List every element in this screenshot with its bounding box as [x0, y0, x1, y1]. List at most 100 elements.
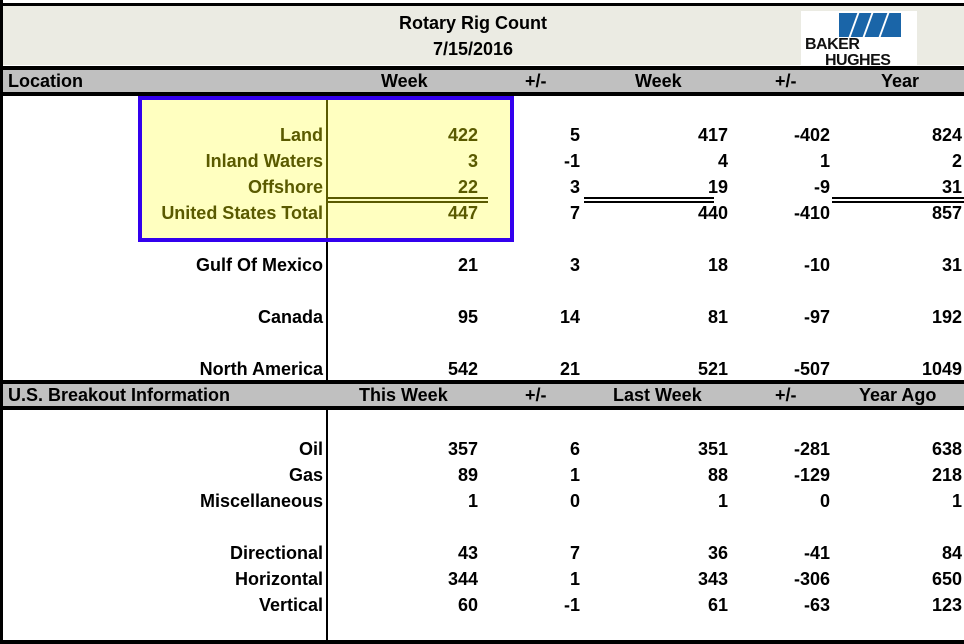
cell: 4: [717, 151, 728, 171]
cell: 638: [931, 439, 962, 459]
col-this-week: This Week: [359, 385, 448, 405]
row-label-land: Land: [280, 125, 323, 145]
title-band: Rotary Rig Count 7/15/2016 BAKER HUGHES: [0, 3, 964, 69]
row-label-us-total: United States Total: [161, 203, 323, 223]
cell: -129: [793, 465, 830, 485]
cell: 7: [569, 543, 580, 563]
cell: 0: [569, 491, 580, 511]
col-change-1: +/-: [525, 71, 547, 91]
total-underline: [328, 197, 488, 203]
cell: 6: [569, 439, 580, 459]
cell: 422: [447, 125, 478, 145]
cell: 192: [931, 307, 962, 327]
cell: 36: [707, 543, 728, 563]
cell: 1: [467, 491, 478, 511]
total-underline: [832, 197, 964, 203]
cell: -41: [803, 543, 830, 563]
cell: 60: [457, 595, 478, 615]
row-label-gas: Gas: [288, 465, 323, 485]
cell: -10: [803, 255, 830, 275]
col-last-week: Last Week: [613, 385, 702, 405]
col-year-ago: Year Ago: [859, 385, 937, 405]
cell: 3: [569, 255, 580, 275]
cell: -410: [793, 203, 830, 223]
cell: 31: [941, 177, 962, 197]
logo-text-baker: BAKER: [805, 36, 860, 53]
cell: -281: [793, 439, 830, 459]
cell: 21: [559, 359, 580, 379]
cell: 43: [457, 543, 478, 563]
cell: -63: [803, 595, 830, 615]
cell: 14: [559, 307, 580, 327]
total-underline: [584, 197, 714, 203]
cell: -1: [563, 151, 580, 171]
cell: -402: [793, 125, 830, 145]
cell: 521: [697, 359, 728, 379]
cell: 417: [697, 125, 728, 145]
row-label-miscellaneous: Miscellaneous: [199, 491, 323, 511]
col-change-2: +/-: [775, 71, 797, 91]
cell: -97: [803, 307, 830, 327]
row-label-vertical: Vertical: [258, 595, 323, 615]
row-label-oil: Oil: [298, 439, 323, 459]
cell: 3: [467, 151, 478, 171]
col-location: Location: [8, 71, 83, 91]
cell: 218: [931, 465, 962, 485]
cell: 857: [931, 203, 962, 223]
baker-hughes-logo: BAKER HUGHES: [801, 11, 917, 69]
cell: -306: [793, 569, 830, 589]
cell: 18: [707, 255, 728, 275]
cell: 7: [569, 203, 580, 223]
row-label-horizontal: Horizontal: [235, 569, 323, 589]
cell: 440: [697, 203, 728, 223]
row-label-canada: Canada: [257, 307, 323, 327]
location-header-row: Location Week +/- Week +/- Year: [0, 66, 964, 96]
report-date: 7/15/2016: [432, 39, 514, 59]
cell: 22: [457, 177, 478, 197]
row-label-gulf-of-mexico: Gulf Of Mexico: [195, 255, 323, 275]
col-change-1: +/-: [525, 385, 547, 405]
cell: 21: [457, 255, 478, 275]
row-label-offshore: Offshore: [247, 177, 323, 197]
cell: 84: [941, 543, 962, 563]
cell: 1049: [921, 359, 962, 379]
cell: 447: [447, 203, 478, 223]
cell: 88: [707, 465, 728, 485]
cell: 1: [717, 491, 728, 511]
col-change-2: +/-: [775, 385, 797, 405]
cell: 1: [819, 151, 830, 171]
cell: 1: [569, 569, 580, 589]
cell: 3: [569, 177, 580, 197]
logo-text-hughes: HUGHES: [825, 52, 891, 69]
col-breakout: U.S. Breakout Information: [8, 385, 231, 405]
cell: 89: [457, 465, 478, 485]
cell: -507: [793, 359, 830, 379]
report-title: Rotary Rig Count: [399, 13, 547, 33]
cell: 0: [819, 491, 830, 511]
col-last-week: Week: [635, 71, 682, 91]
cell: 81: [707, 307, 728, 327]
cell: -9: [813, 177, 830, 197]
cell: -1: [563, 595, 580, 615]
left-border: [0, 0, 3, 644]
cell: 542: [447, 359, 478, 379]
col-year: Year: [881, 71, 920, 91]
cell: 357: [447, 439, 478, 459]
cell: 123: [931, 595, 962, 615]
bottom-border: [0, 640, 964, 644]
cell: 824: [931, 125, 962, 145]
cell: 650: [931, 569, 962, 589]
cell: 5: [569, 125, 580, 145]
cell: 95: [457, 307, 478, 327]
cell: 343: [697, 569, 728, 589]
row-label-inland-waters: Inland Waters: [205, 151, 323, 171]
row-label-directional: Directional: [229, 543, 323, 563]
logo-mark-icon: [839, 13, 901, 37]
cell: 351: [697, 439, 728, 459]
cell: 2: [951, 151, 962, 171]
cell: 1: [951, 491, 962, 511]
cell: 31: [941, 255, 962, 275]
cell: 19: [707, 177, 728, 197]
cell: 61: [707, 595, 728, 615]
row-label-north-america: North America: [199, 359, 323, 379]
